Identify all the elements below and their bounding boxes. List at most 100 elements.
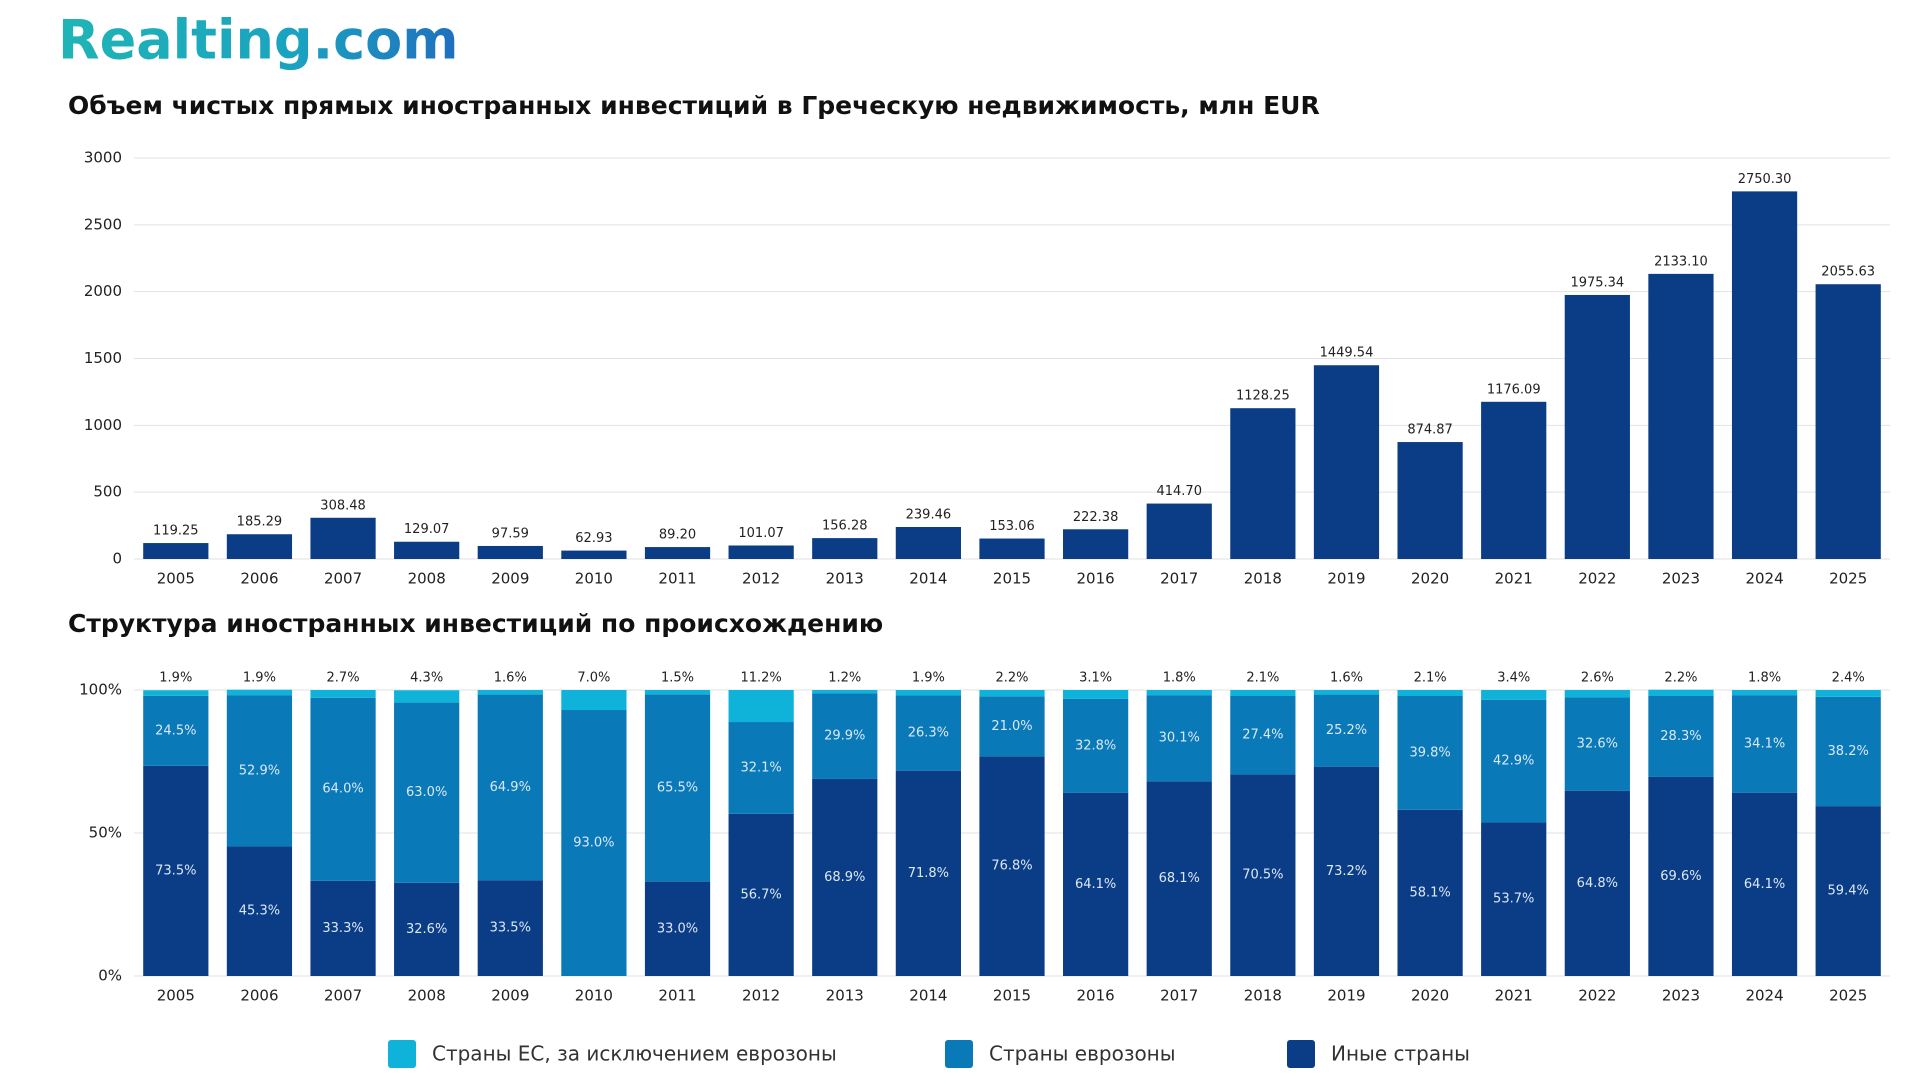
x-tick-label: 2018: [1244, 987, 1282, 1005]
data-label: 1.2%: [828, 671, 861, 686]
data-label: 39.8%: [1409, 745, 1450, 760]
bar-segment: [310, 880, 376, 976]
x-tick-label: 2013: [826, 570, 864, 588]
data-label: 70.5%: [1242, 868, 1283, 883]
data-label: 71.8%: [908, 866, 949, 881]
y-tick-label: 1000: [84, 416, 122, 434]
bar: [310, 517, 376, 559]
bar-segment: [1481, 822, 1547, 976]
data-label: 27.4%: [1242, 728, 1283, 743]
legend-swatch: [388, 1040, 416, 1068]
bar-segment: [1648, 689, 1714, 697]
data-label: 1.6%: [494, 671, 527, 686]
x-tick-label: 2021: [1495, 987, 1533, 1005]
bar: [1313, 365, 1380, 559]
bar-segment: [394, 702, 460, 883]
x-tick-label: 2023: [1662, 570, 1700, 588]
data-label: 65.5%: [657, 780, 698, 795]
data-label: 2.1%: [1414, 671, 1447, 686]
x-tick-label: 2006: [240, 987, 278, 1005]
data-label: 4.3%: [410, 671, 443, 686]
data-label: 38.2%: [1828, 744, 1869, 759]
y-tick-label: 2500: [84, 215, 122, 233]
bar-segment: [1146, 781, 1212, 976]
bar: [895, 526, 961, 559]
x-tick-label: 2016: [1077, 570, 1115, 588]
y-tick-label: 0: [112, 550, 122, 568]
x-tick-label: 2025: [1829, 570, 1867, 588]
bar-segment: [1146, 695, 1212, 782]
data-label: 874.87: [1407, 423, 1453, 438]
bar-segment: [1230, 690, 1296, 697]
bar-segment: [812, 778, 878, 976]
x-tick-label: 2015: [993, 570, 1031, 588]
bar: [1481, 401, 1547, 559]
bar-segment: [895, 770, 961, 976]
bar-segment: [812, 693, 878, 779]
data-label: 11.2%: [740, 671, 781, 686]
bar-segment: [1815, 690, 1881, 697]
bar-segment: [1230, 774, 1296, 976]
data-label: 1176.09: [1487, 382, 1541, 397]
bar-segment: [728, 813, 794, 976]
data-label: 25.2%: [1326, 723, 1367, 738]
bar: [1146, 503, 1212, 559]
data-label: 2750.30: [1738, 172, 1792, 187]
bar: [644, 547, 711, 559]
bar-segment: [226, 689, 293, 696]
bar: [979, 538, 1045, 559]
x-tick-label: 2007: [324, 570, 362, 588]
chart-title: Структура иностранных инвестиций по прои…: [68, 609, 883, 638]
x-tick-label: 2011: [658, 570, 696, 588]
data-label: 153.06: [989, 519, 1035, 534]
data-label: 58.1%: [1409, 885, 1450, 900]
data-label: 33.0%: [657, 921, 698, 936]
x-tick-label: 2010: [575, 570, 613, 588]
data-label: 53.7%: [1493, 892, 1534, 907]
bar-segment: [1648, 776, 1714, 976]
y-tick-label: 100%: [79, 681, 122, 699]
x-tick-label: 2009: [491, 570, 529, 588]
bar: [1731, 191, 1798, 559]
bar-segment: [394, 882, 460, 976]
data-label: 1.8%: [1748, 671, 1781, 686]
bar-segment: [1731, 690, 1798, 696]
data-label: 1.6%: [1330, 671, 1363, 686]
bar-segment: [561, 690, 627, 711]
data-label: 64.1%: [1744, 877, 1785, 892]
x-tick-label: 2005: [157, 570, 195, 588]
bar-segment: [1313, 766, 1380, 976]
x-tick-label: 2014: [909, 570, 947, 588]
bar-segment: [979, 696, 1045, 757]
data-label: 68.1%: [1159, 871, 1200, 886]
bar-segment: [1564, 690, 1630, 698]
bar-segment: [1397, 690, 1463, 697]
x-tick-label: 2017: [1160, 987, 1198, 1005]
bar-segment: [143, 695, 209, 766]
data-label: 45.3%: [239, 904, 280, 919]
bar-segment: [979, 756, 1045, 976]
bar-segment: [1063, 690, 1129, 699]
data-label: 64.1%: [1075, 877, 1116, 892]
bar: [1815, 284, 1881, 559]
data-label: 2133.10: [1654, 254, 1708, 269]
x-tick-label: 2015: [993, 987, 1031, 1005]
data-label: 64.8%: [1577, 876, 1618, 891]
bar-segment: [394, 690, 460, 703]
data-label: 2.7%: [327, 671, 360, 686]
data-label: 119.25: [153, 524, 199, 539]
x-tick-label: 2020: [1411, 570, 1449, 588]
data-label: 2055.63: [1821, 265, 1875, 280]
data-label: 33.3%: [322, 921, 363, 936]
logo[interactable]: Realting.com: [58, 9, 458, 72]
data-label: 32.8%: [1075, 738, 1116, 753]
bar-segment: [1481, 690, 1547, 700]
data-label: 63.0%: [406, 785, 447, 800]
x-tick-label: 2014: [909, 987, 947, 1005]
data-label: 69.6%: [1660, 869, 1701, 884]
y-tick-label: 2000: [84, 282, 122, 300]
data-label: 26.3%: [908, 726, 949, 741]
x-tick-label: 2024: [1745, 570, 1783, 588]
data-label: 93.0%: [573, 836, 614, 851]
bar: [477, 545, 543, 559]
